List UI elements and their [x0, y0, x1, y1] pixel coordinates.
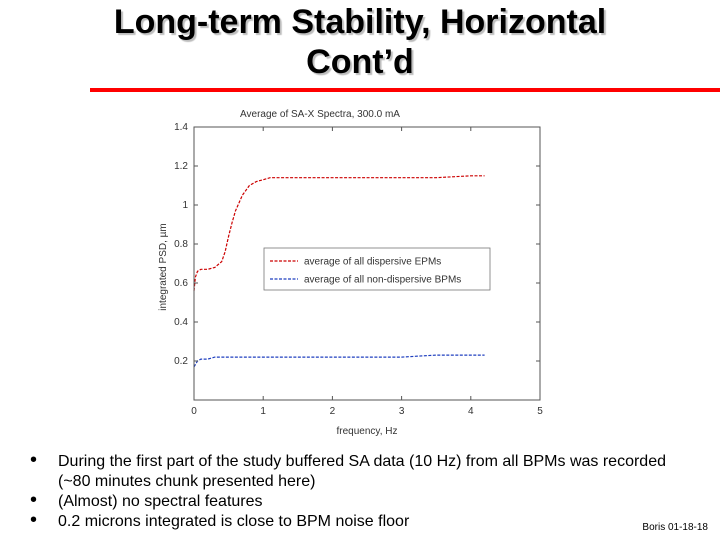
bullet-text: (Almost) no spectral features	[58, 493, 263, 510]
plot-border	[193, 126, 541, 401]
bullet-item: • (Almost) no spectral features	[30, 489, 670, 512]
bullet-text: During the first part of the study buffe…	[58, 453, 666, 490]
footer-credit: Boris 01-18-18	[642, 522, 708, 533]
y-tick-label: 0.6	[174, 278, 188, 289]
x-tick-label: 1	[260, 406, 266, 417]
chart-legend: average of all dispersive EPMs average of…	[263, 247, 491, 291]
chart-x-label: frequency, Hz	[337, 426, 398, 437]
x-tick-label: 3	[399, 406, 405, 417]
y-tick-label: 0.8	[174, 239, 188, 250]
chart-y-label: integrated PSD, µm	[158, 223, 169, 310]
chart-axes: 0 1 2 3 4 5 0.2 0.4 0.6 0.8 1 1.2 1.4	[174, 122, 543, 417]
x-tick-label: 5	[537, 406, 543, 417]
bullet-list: • During the first part of the study buff…	[30, 449, 670, 532]
slide-title-line-1: Long-term Stability, Horizontal	[113, 3, 607, 41]
y-tick-label: 1.4	[174, 122, 188, 133]
x-tick-label: 4	[468, 406, 474, 417]
chart-title: Average of SA-X Spectra, 300.0 mA	[240, 109, 400, 120]
x-tick-label: 0	[191, 406, 197, 417]
series-line-2	[193, 354, 485, 368]
x-tick-label: 2	[330, 406, 336, 417]
legend-label: average of all dispersive EPMs	[304, 257, 441, 268]
bullet-item: • 0.2 microns integrated is close to BPM …	[30, 509, 670, 532]
y-tick-label: 1	[182, 200, 188, 211]
bullet-dot-icon: •	[30, 489, 38, 511]
bullet-dot-icon: •	[30, 509, 38, 531]
bullet-dot-icon: •	[30, 449, 38, 471]
y-tick-label: 0.2	[174, 356, 188, 367]
bullet-text: 0.2 microns integrated is close to BPM n…	[58, 513, 410, 530]
title-divider	[90, 88, 720, 92]
y-tick-label: 0.4	[174, 317, 188, 328]
legend-box	[263, 247, 491, 291]
y-tick-label: 1.2	[174, 161, 188, 172]
series-line-1	[193, 175, 485, 291]
chart-series	[193, 175, 485, 368]
bullet-item: • During the first part of the study buff…	[30, 449, 670, 492]
slide-title-line-2: Cont’d	[306, 43, 414, 81]
psd-chart: 0 1 2 3 4 5 0.2 0.4 0.6 0.8 1 1.2 1.4 average of all…	[158, 109, 543, 437]
legend-label: average of all non-dispersive BPMs	[304, 275, 461, 286]
